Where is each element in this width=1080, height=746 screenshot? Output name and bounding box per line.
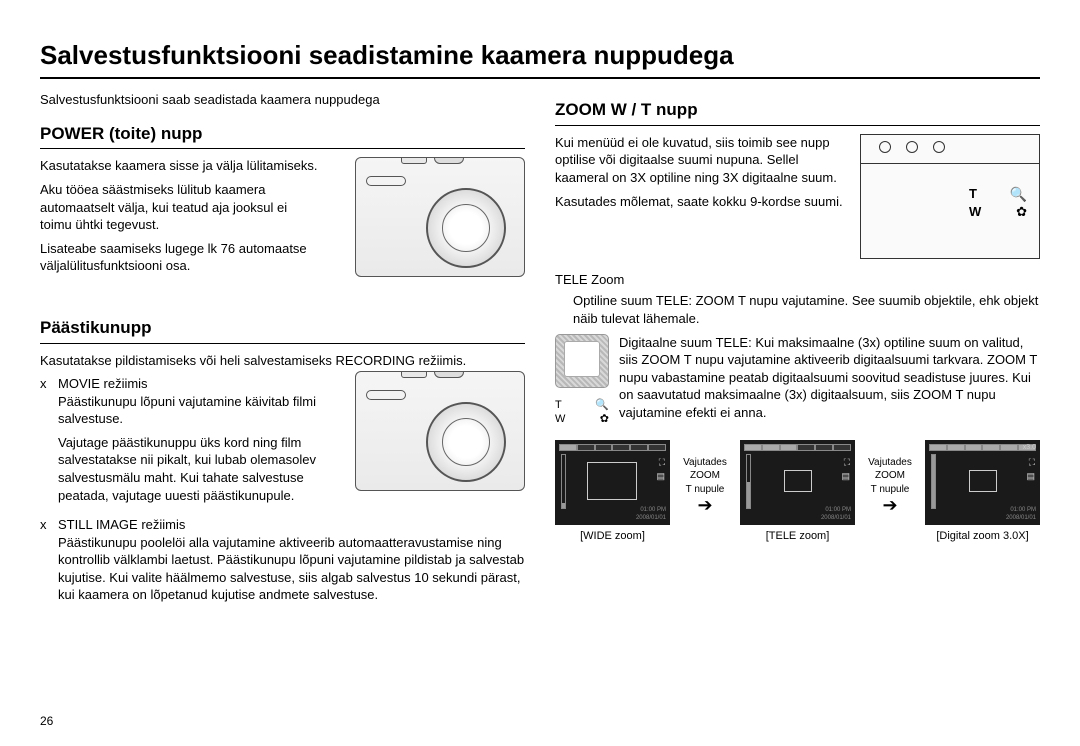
tele-digital-row: T🔍 W✿ Digitaalne suum TELE: Kui maksimaa… — [555, 334, 1040, 427]
content-columns: Salvestusfunktsiooni saab seadistada kaa… — [40, 91, 1040, 610]
magnify-icon: 🔍 — [595, 398, 609, 412]
cap-tele: [TELE zoom] — [766, 529, 830, 544]
zoom-control-illustration: T W 🔍 ✿ — [860, 134, 1040, 259]
zoom-p2: Kasutades mõlemat, saate kokku 9-kordse … — [555, 193, 848, 211]
shutter-b1-p2: Vajutage päästikunuppu üks kord ning fil… — [58, 434, 329, 504]
shutter-b2-p1: Päästikunupu poolelöi alla vajutamine ak… — [58, 534, 525, 604]
tele-opt-label: Optiline suum TELE — [573, 293, 688, 308]
flower-icon: ✿ — [600, 412, 609, 426]
zoom-heading: ZOOM W / T nupp — [555, 99, 1040, 126]
shutter-lead: Kasutatakse pildistamiseks või heli salv… — [40, 352, 525, 370]
cap-digital: [Digital zoom 3.0X] — [936, 529, 1028, 544]
bullet-x-icon: x — [40, 375, 58, 510]
power-p2: Aku tööea säästmiseks lülitub kaamera au… — [40, 181, 321, 234]
shot-wide: ⛶ ▤ 01:00 PM2008/01/01 [WIDE zoom] — [555, 440, 670, 544]
shutter-still: x STILL IMAGE režiimis Päästikunupu pool… — [40, 516, 525, 610]
tele-dig-label: Digitaalne suum TELE — [619, 335, 748, 350]
magnify-icon: 🔍 — [1010, 185, 1027, 204]
right-column: ZOOM W / T nupp Kui menüüd ei ole kuvatu… — [555, 91, 1040, 610]
shutter-b1-p1: Päästikunupu lõpuni vajutamine käivitab … — [58, 393, 329, 428]
zoom-p1: Kui menüüd ei ole kuvatud, siis toimib s… — [555, 134, 848, 187]
power-p3: Lisateabe saamiseks lugege lk 76 automaa… — [40, 240, 321, 275]
power-heading: POWER (toite) nupp — [40, 123, 525, 150]
power-body: Kasutatakse kaamera sisse ja välja lülit… — [40, 157, 525, 274]
shot-tele: ⛶ ▤ 01:00 PM2008/01/01 [TELE zoom] — [740, 440, 855, 544]
shutter-movie: x MOVIE režiimis Päästikunupu lõpuni vaj… — [40, 375, 525, 510]
arrow-right-icon: ➔ — [882, 496, 897, 514]
shutter-heading: Päästikunupp — [40, 317, 525, 344]
shot-digital: x3.0 ⛶ ▤ 01:00 PM2008/01/01 [Digital zoo… — [925, 440, 1040, 544]
bullet-x-icon: x — [40, 516, 58, 610]
tele-section: TELE Zoom Optiline suum TELE: ZOOM T nup… — [555, 271, 1040, 426]
tele-zoom-head: TELE Zoom — [555, 271, 1040, 289]
shutter-b2-label: STILL IMAGE režiimis — [58, 516, 525, 534]
power-p1: Kasutatakse kaamera sisse ja välja lülit… — [40, 157, 321, 175]
arrow-1: Vajutades ZOOM T nupule ➔ — [683, 440, 727, 544]
arrow-right-icon: ➔ — [697, 496, 712, 514]
cap-wide: [WIDE zoom] — [580, 529, 645, 544]
tw-mini-legend: T🔍 W✿ — [555, 398, 609, 427]
shutter-b1-label: MOVIE režiimis — [58, 375, 329, 393]
zoom-w-label: W — [969, 203, 981, 221]
camera-illustration-shutter — [355, 371, 525, 491]
camera-illustration-power — [355, 157, 525, 277]
tele-optical: Optiline suum TELE: ZOOM T nupu vajutami… — [555, 292, 1040, 327]
intro-text: Salvestusfunktsiooni saab seadistada kaa… — [40, 91, 525, 109]
page-title: Salvestusfunktsiooni seadistamine kaamer… — [40, 40, 1040, 79]
flower-icon: ✿ — [1016, 203, 1027, 221]
zoom-t-label: T — [969, 185, 977, 203]
arrow-2: Vajutades ZOOM T nupule ➔ — [868, 440, 912, 544]
zoom-screenshots: ⛶ ▤ 01:00 PM2008/01/01 [WIDE zoom] Vajut… — [555, 440, 1040, 544]
tele-preview-image — [555, 334, 609, 388]
page-number: 26 — [40, 714, 53, 728]
left-column: Salvestusfunktsiooni saab seadistada kaa… — [40, 91, 525, 610]
digital-zoom-badge: x3.0 — [1023, 443, 1036, 452]
zoom-intro: Kui menüüd ei ole kuvatud, siis toimib s… — [555, 134, 1040, 259]
